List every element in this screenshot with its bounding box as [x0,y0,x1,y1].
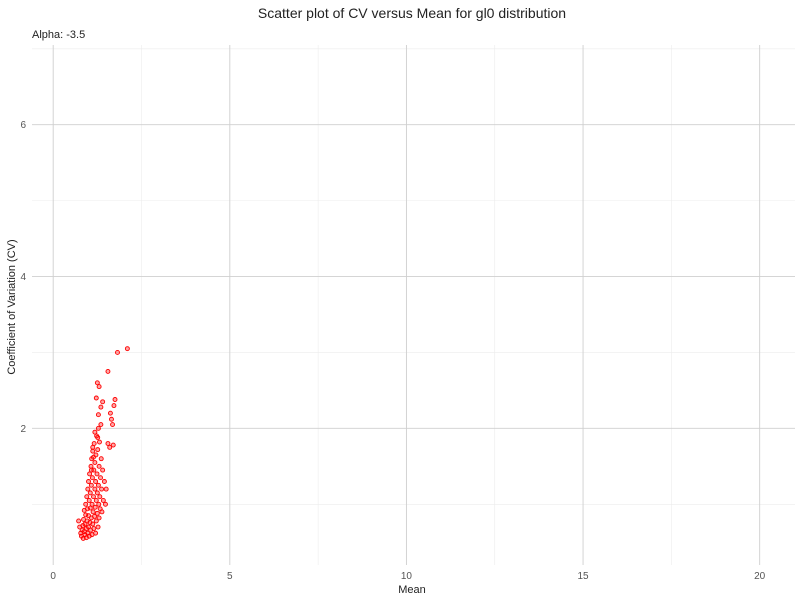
data-point [98,422,104,428]
y-tick-label: 4 [20,272,26,283]
data-point [100,399,106,405]
data-point [96,515,102,521]
data-point [97,494,103,500]
data-point [103,501,108,507]
data-point [95,524,101,530]
data-point [93,498,99,503]
data-point [96,463,102,469]
data-point [95,435,101,440]
data-point [95,425,101,431]
x-tick-label: 20 [754,571,766,582]
data-point [92,460,98,465]
data-point [99,486,105,492]
data-point [124,346,130,352]
grid [32,45,795,565]
chart-title: Scatter plot of CV versus Mean for gl0 d… [258,5,566,21]
data-point [93,518,99,524]
data-point [86,479,91,484]
data-point [98,404,104,410]
data-point [88,482,94,488]
data-point [100,498,106,503]
data-point [85,486,91,492]
data-point [76,518,82,524]
x-tick-label: 10 [401,571,413,582]
data-point [109,416,114,422]
data-point [94,510,100,516]
y-axis-label: Coefficient of Variation (CV) [6,239,18,374]
x-axis-label: Mean [398,584,426,596]
data-point [90,521,96,527]
data-point [95,482,101,488]
tick-labels: 0 5 10 15 20 2 4 6 [20,120,765,582]
data-point [105,368,111,374]
data-point [92,429,98,435]
data-point [91,494,96,500]
data-point [93,479,99,484]
data-point [100,467,106,473]
data-point [96,501,102,507]
data-point [110,442,116,448]
data-point [110,422,115,428]
data-point [90,509,96,515]
data-point [88,467,94,473]
x-tick-label: 5 [227,571,233,582]
data-point [94,471,100,477]
x-tick-label: 0 [50,571,56,582]
data-point [105,441,111,446]
data-point [92,486,98,492]
data-point [115,349,120,355]
chart-subtitle: Alpha: -3.5 [32,29,85,41]
y-tick-label: 6 [20,120,26,131]
data-point [99,509,105,515]
data-point [90,444,96,450]
data-point [91,454,96,460]
data-point [93,395,99,401]
data-point [87,505,93,511]
data-point [94,380,100,386]
data-point [87,490,93,496]
data-point [93,530,99,536]
data-point [103,486,109,492]
data-point [96,384,102,390]
data-point [91,526,97,532]
data-points [76,346,130,541]
data-point [112,397,118,402]
data-point [89,501,95,507]
data-point [83,501,89,507]
data-point [92,513,97,519]
data-point [97,439,102,445]
data-point [107,410,113,416]
data-point [95,412,101,418]
data-point [86,498,92,503]
data-point [101,479,107,484]
data-point [89,475,95,481]
data-point [94,490,100,496]
data-point [92,504,98,510]
data-point [87,471,93,477]
data-point [98,475,103,481]
data-point [111,403,117,409]
y-tick-label: 2 [20,424,26,435]
data-point [84,494,90,500]
data-point [107,444,113,450]
x-tick-label: 15 [577,571,589,582]
data-point [95,447,101,453]
data-point [98,456,104,462]
